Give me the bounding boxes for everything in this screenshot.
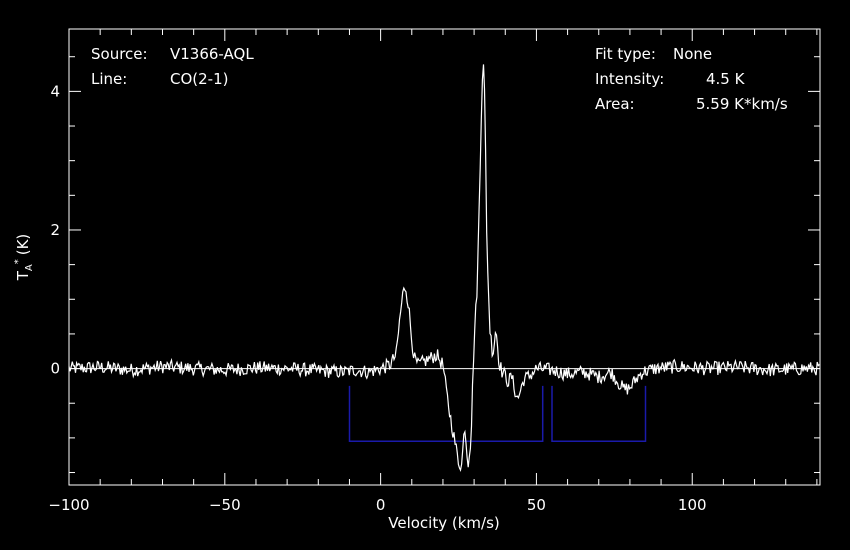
x-tick-label: −50: [209, 496, 241, 514]
y-axis-label-sup: *: [13, 259, 24, 264]
y-axis-label-sub: A: [24, 264, 35, 271]
tick-labels: −100 −50 0 50 100 0 2 4: [48, 82, 706, 514]
baseline-window: [348, 385, 544, 443]
x-axis-label: Velocity (km/s): [388, 514, 499, 532]
baseline-windows: [348, 385, 647, 443]
x-tick-label: 50: [527, 496, 546, 514]
line-label: Line:: [91, 70, 127, 88]
area-value: 5.59 K*km/s: [696, 95, 788, 113]
y-axis-label-unit: (K): [14, 234, 32, 256]
fit-label: Fit type:: [595, 45, 656, 63]
intensity-value: 4.5 K: [706, 70, 746, 88]
axis-ticks: [68, 29, 820, 485]
x-tick-label: 0: [376, 496, 386, 514]
y-tick-label: 2: [50, 221, 60, 239]
plot-frame: [68, 28, 821, 486]
baseline-window: [551, 385, 647, 443]
fit-value: None: [673, 45, 712, 63]
x-tick-label: 100: [678, 496, 707, 514]
area-label: Area:: [595, 95, 635, 113]
y-axis-label-main: T: [14, 270, 32, 281]
source-label: Source:: [91, 45, 148, 63]
x-tick-label: −100: [48, 496, 89, 514]
y-axis-label: TA* (K): [13, 234, 35, 282]
line-value: CO(2-1): [170, 70, 228, 88]
y-tick-label: 4: [50, 82, 60, 100]
intensity-label: Intensity:: [595, 70, 664, 88]
svg-text:TA*(K): TA* (K): [13, 234, 35, 282]
source-value: V1366-AQL: [170, 45, 254, 63]
spectrum-series: [68, 64, 820, 473]
y-tick-label: 0: [50, 360, 60, 378]
